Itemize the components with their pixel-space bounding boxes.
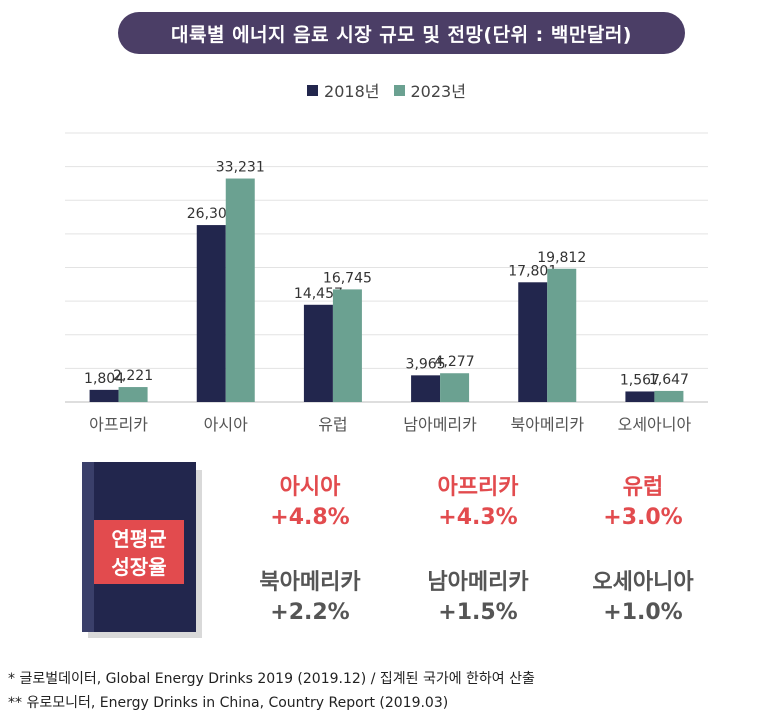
data-label: 14,457	[294, 286, 343, 302]
chart-legend: 2018년 2023년	[0, 78, 773, 102]
footnote-2: ** 유로모니터, Energy Drinks in China, Countr…	[8, 695, 449, 711]
bar-2023년-아시아	[225, 178, 255, 402]
growth-item-africa: 아프리카 +4.3%	[398, 473, 558, 533]
data-label: 33,231	[216, 160, 265, 176]
bar-2023년-아프리카	[118, 387, 148, 402]
bar-2023년-유럽	[332, 289, 362, 402]
growth-region: 아프리카	[437, 475, 519, 500]
growth-badge: 연평균 성장율	[82, 462, 202, 638]
chart-title: 대륙별 에너지 음료 시장 규모 및 전망(단위 : 백만달러)	[118, 12, 685, 54]
data-label: 1,647	[649, 372, 689, 388]
growth-rate: +4.8%	[270, 505, 350, 530]
growth-rate: +1.5%	[438, 600, 518, 625]
bar-2018년-아프리카	[89, 389, 119, 402]
badge-line-2: 성장율	[111, 555, 166, 579]
bar-2023년-북아메리카	[547, 268, 577, 402]
data-label: 19,812	[537, 250, 586, 266]
growth-item-south-america: 남아메리카 +1.5%	[398, 568, 558, 628]
growth-rate: +4.3%	[438, 505, 518, 530]
x-tick-label: 남아메리카	[403, 415, 477, 434]
x-tick-label: 북아메리카	[510, 415, 584, 434]
legend-swatch-2023	[393, 84, 405, 96]
growth-region: 오세아니아	[592, 570, 694, 595]
data-label: 3,965	[406, 356, 446, 372]
data-label: 1,567	[620, 372, 660, 388]
growth-region: 북아메리카	[259, 570, 361, 595]
x-tick-label: 오세아니아	[618, 415, 692, 434]
growth-rate: +3.0%	[603, 505, 683, 530]
growth-item-asia: 아시아 +4.8%	[230, 473, 390, 533]
footnote-1: * 글로벌데이터, Global Energy Drinks 2019 (201…	[8, 671, 535, 687]
legend-item-2023: 2023년	[393, 78, 466, 102]
badge-label-band	[94, 520, 184, 584]
bar-2018년-북아메리카	[518, 282, 548, 402]
growth-item-europe: 유럽 +3.0%	[563, 473, 723, 533]
x-tick-label: 아시아	[204, 415, 248, 434]
bar-2018년-남아메리카	[411, 375, 441, 402]
data-label: 4,277	[435, 354, 475, 370]
growth-region: 유럽	[622, 475, 664, 500]
growth-rate: +1.0%	[603, 600, 683, 625]
data-label: 2,221	[113, 368, 153, 384]
growth-region: 아시아	[279, 475, 341, 500]
bar-2023년-오세아니아	[654, 390, 684, 402]
legend-label-2023: 2023년	[410, 82, 466, 101]
x-tick-label: 유럽	[318, 415, 347, 434]
data-label: 1,804	[84, 371, 124, 387]
growth-rate: +2.2%	[270, 600, 350, 625]
data-label: 26,308	[187, 206, 236, 222]
growth-item-north-america: 북아메리카 +2.2%	[230, 568, 390, 628]
data-label: 16,745	[323, 270, 372, 286]
legend-item-2018: 2018년	[307, 78, 380, 102]
growth-region: 남아메리카	[427, 570, 529, 595]
badge-spine	[82, 462, 94, 632]
bar-2023년-남아메리카	[440, 373, 470, 402]
badge-line-1: 연평균	[111, 527, 166, 551]
data-label: 17,801	[508, 263, 557, 279]
legend-label-2018: 2018년	[324, 82, 380, 101]
growth-item-oceania: 오세아니아 +1.0%	[563, 568, 723, 628]
bar-2018년-유럽	[303, 304, 333, 402]
bar-2018년-오세아니아	[625, 391, 655, 402]
bar-2018년-아시아	[196, 225, 226, 402]
x-tick-label: 아프리카	[89, 415, 148, 434]
legend-swatch-2018	[307, 84, 319, 96]
